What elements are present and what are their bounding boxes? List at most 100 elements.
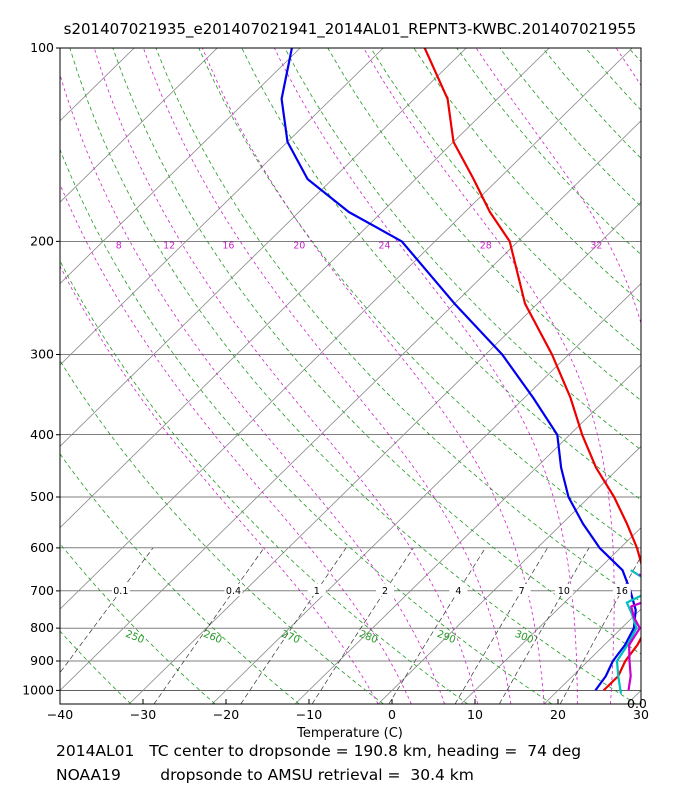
plot-frame	[59, 47, 642, 705]
dry-adiabat-label: 260	[202, 629, 224, 646]
moist-adiabat-8	[60, 73, 445, 704]
dry-adiabat-280	[60, 260, 468, 704]
chart-title: s201407021935_e201407021941_2014AL01_REP…	[63, 20, 637, 38]
mixing-ratio-label-bg	[449, 583, 468, 596]
y-tick-label: 200	[30, 233, 54, 248]
mixing-ratio-label-bg	[224, 583, 243, 596]
dry-adiabat-410	[542, 48, 641, 159]
mixing-ratio-label: 1	[314, 586, 320, 597]
isotherm--50	[60, 48, 633, 610]
profile-retrieval-magenta	[627, 573, 641, 691]
isotherm-20	[543, 608, 641, 704]
moist-adiabat-24	[274, 48, 578, 704]
mixing-ratio-label: 0.4	[226, 586, 241, 597]
dry-adiabat-label: 270	[279, 629, 301, 646]
mixing-ratio-label-bg	[111, 583, 130, 596]
dry-adiabat-400	[499, 48, 641, 207]
isotherm-0	[377, 445, 641, 704]
y-tick-label: 700	[30, 583, 54, 598]
mixing-ratio-line-2	[311, 547, 414, 704]
y-tick-label: 400	[30, 427, 54, 442]
mixing-ratio-line-1	[240, 547, 347, 704]
dry-adiabat-290	[60, 148, 553, 704]
dry-adiabat-320	[155, 48, 641, 603]
y-tick-label: 100	[30, 40, 54, 55]
x-tick-label: −10	[296, 707, 322, 722]
dry-adiabat-270	[60, 359, 384, 704]
dry-adiabat-370	[370, 48, 641, 352]
isotherm--40	[60, 120, 641, 691]
moist-adiabat-4	[60, 183, 412, 704]
y-tick-label: 900	[30, 653, 54, 668]
isotherm-10	[460, 527, 641, 704]
dry-adiabat-240	[60, 630, 132, 704]
dry-adiabat-360	[327, 48, 641, 401]
dry-adiabat-250	[60, 543, 216, 704]
isotherm--10	[294, 364, 641, 704]
dry-adiabat-430	[628, 48, 641, 63]
moist-adiabat-label: 12	[163, 240, 175, 251]
x-tick-label: −20	[213, 707, 239, 722]
dry-adiabat-260	[60, 453, 300, 704]
x-axis-label: Temperature (C)	[296, 726, 403, 740]
dry-adiabat-label: 280	[357, 629, 379, 646]
tc-center-info: 2014AL01 TC center to dropsonde = 190.8 …	[56, 742, 582, 760]
mixing-ratio-label: 16	[616, 586, 628, 597]
moist-adiabat-label: 20	[293, 240, 305, 251]
mixing-ratio-label: 2	[382, 586, 388, 597]
mixing-ratio-line-0.4	[153, 547, 265, 704]
isotherm--80	[60, 48, 384, 366]
moist-adiabat-label: 28	[480, 240, 492, 251]
x-tick-label: −30	[130, 707, 156, 722]
x-tick-label: 0	[388, 707, 396, 722]
y-tick-label: 300	[30, 346, 54, 361]
mixing-ratio-label-bg	[612, 583, 631, 596]
mixing-ratio-label: 0.1	[113, 586, 128, 597]
mixing-ratio-label-bg	[376, 583, 395, 596]
profile-temperature	[423, 48, 641, 692]
mixing-ratio-line-10	[499, 547, 590, 704]
moist-adiabat-label: 24	[379, 240, 391, 251]
mixing-ratio-label: 4	[455, 586, 461, 597]
dry-adiabat-350	[284, 48, 641, 451]
moist-adiabat-12	[93, 48, 479, 704]
mixing-ratio-label-bg	[307, 583, 326, 596]
dry-adiabat-310	[112, 48, 641, 655]
mixing-ratio-line-0.1	[60, 547, 154, 674]
moist-adiabat-label: 32	[590, 240, 602, 251]
x-tick-label: 20	[550, 707, 566, 722]
isotherm--90	[60, 48, 301, 285]
mixing-ratio-line-7	[454, 547, 548, 704]
isotherm--120	[0, 48, 51, 704]
profile-dewpoint	[280, 48, 637, 692]
moist-adiabat-0	[60, 265, 379, 704]
dry-adiabat-label: 290	[435, 629, 457, 646]
isotherm--100	[60, 48, 218, 203]
y-tick-label: 1000	[22, 682, 54, 697]
dry-adiabat-230	[0, 48, 47, 704]
y-tick-label: 500	[30, 489, 54, 504]
dry-adiabat-label: 300	[513, 629, 535, 646]
moist-adiabat-20	[202, 48, 545, 704]
x-tick-label: 30	[633, 707, 649, 722]
x-tick-label: −40	[47, 707, 73, 722]
x-tick-label: 10	[467, 707, 483, 722]
y-tick-label: 600	[30, 540, 54, 555]
dry-adiabat-340	[241, 48, 641, 501]
mixing-ratio-label: 10	[558, 586, 570, 597]
y-tick-label: 800	[30, 620, 54, 635]
isotherm--70	[60, 48, 467, 447]
moist-adiabat-28	[363, 48, 615, 704]
profile-retrieval-cyan	[615, 569, 641, 694]
corner-label: 0.0	[627, 696, 647, 711]
mixing-ratio-label-bg	[554, 583, 573, 596]
dry-adiabat-330	[198, 48, 641, 552]
dry-adiabat-label: 250	[124, 629, 146, 646]
moist-adiabat-label: 16	[222, 240, 234, 251]
mixing-ratio-label: 7	[519, 586, 525, 597]
moist-adiabat-label: 8	[116, 240, 122, 251]
amsu-retrieval-info: NOAA19 dropsonde to AMSU retrieval = 30.…	[56, 766, 474, 784]
dry-adiabat-420	[585, 48, 641, 111]
mixing-ratio-line-4	[388, 547, 486, 704]
